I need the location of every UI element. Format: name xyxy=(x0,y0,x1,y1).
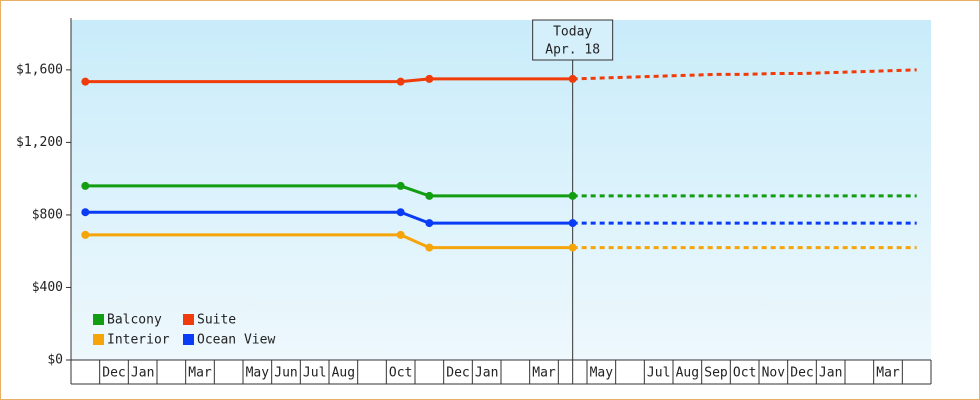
today-box xyxy=(532,19,614,61)
price-point xyxy=(568,74,577,83)
price-point xyxy=(396,77,405,86)
price-point xyxy=(396,230,405,239)
price-point xyxy=(396,181,405,190)
x-tick-label: Aug xyxy=(332,366,355,381)
price-point xyxy=(568,219,577,228)
price-point xyxy=(396,208,405,217)
x-tick-label: Jul xyxy=(647,366,670,381)
legend-label: Interior xyxy=(107,333,170,348)
x-tick-label: Oct xyxy=(733,366,756,381)
x-tick-label: Aug xyxy=(676,366,699,381)
price-line xyxy=(85,210,573,225)
price-point xyxy=(425,219,434,228)
price-line xyxy=(85,184,573,198)
legend-label: Suite xyxy=(197,313,236,328)
x-tick-label: Oct xyxy=(389,366,412,381)
today-label: Apr. 18 xyxy=(545,43,600,58)
x-tick-label: Mar xyxy=(876,366,900,381)
x-tick-label: Dec xyxy=(446,366,469,381)
price-point xyxy=(81,208,90,217)
x-tick-label: Dec xyxy=(102,366,125,381)
price-line xyxy=(85,77,573,84)
y-tick-label: $1,200 xyxy=(16,135,63,150)
y-tick-label: $800 xyxy=(32,207,63,222)
y-tick-label: $0 xyxy=(47,353,63,368)
x-tick-label: Jan xyxy=(475,366,498,381)
legend-label: Balcony xyxy=(107,313,162,328)
y-tick-label: $400 xyxy=(32,280,63,295)
x-tick-label: Mar xyxy=(188,366,212,381)
price-point xyxy=(81,230,90,239)
legend-swatch xyxy=(93,334,104,345)
x-tick-label: Mar xyxy=(532,366,556,381)
price-line xyxy=(85,233,573,250)
x-tick-label: May xyxy=(246,366,270,381)
legend-swatch xyxy=(93,314,104,325)
x-tick-label: Jan xyxy=(819,366,842,381)
x-tick-label: Sep xyxy=(704,366,728,381)
legend-label: Ocean View xyxy=(197,333,275,348)
x-tick-label: Jul xyxy=(303,366,326,381)
x-tick-label: Nov xyxy=(762,366,786,381)
x-tick-label: May xyxy=(590,366,614,381)
x-tick-label: Jan xyxy=(131,366,154,381)
today-label: Today xyxy=(553,25,592,40)
price-point xyxy=(81,77,90,86)
y-tick-label: $1,600 xyxy=(16,62,63,77)
price-point xyxy=(425,243,434,252)
price-point xyxy=(425,191,434,200)
legend-swatch xyxy=(183,334,194,345)
x-tick-label: Dec xyxy=(790,366,813,381)
price-point xyxy=(81,181,90,190)
price-point xyxy=(425,74,434,83)
x-tick-label: Jun xyxy=(274,366,297,381)
price-point xyxy=(568,243,577,252)
price-point xyxy=(568,191,577,200)
plot-area xyxy=(71,20,931,360)
legend-swatch xyxy=(183,314,194,325)
forecast-line xyxy=(572,68,917,81)
